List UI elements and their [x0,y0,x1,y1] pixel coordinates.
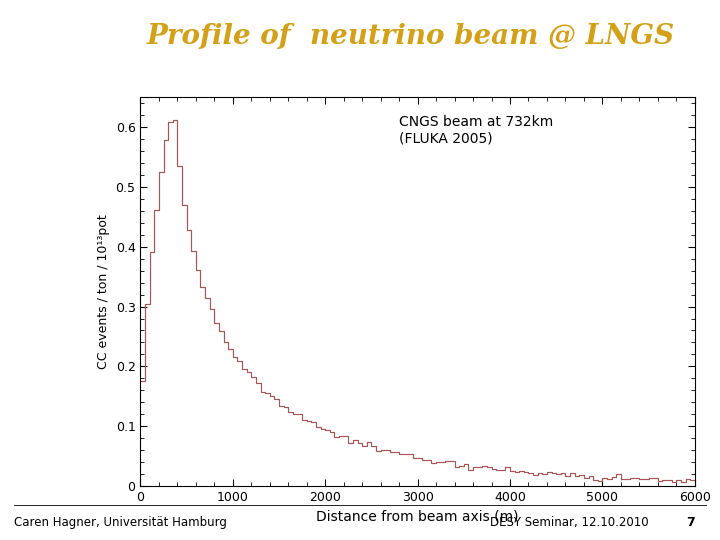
Text: DESY Seminar, 12.10.2010: DESY Seminar, 12.10.2010 [490,516,648,529]
Text: CNGS beam at 732km
(FLUKA 2005): CNGS beam at 732km (FLUKA 2005) [399,115,554,145]
Text: OPERA: OPERA [52,47,89,57]
Text: Profile of  neutrino beam @ LNGS: Profile of neutrino beam @ LNGS [146,23,675,50]
X-axis label: Distance from beam axis (m): Distance from beam axis (m) [316,509,519,523]
Text: Caren Hagner, Universität Hamburg: Caren Hagner, Universität Hamburg [14,516,228,529]
Text: 7: 7 [686,516,695,529]
Y-axis label: CC events / ton / 10¹³pot: CC events / ton / 10¹³pot [97,214,110,369]
